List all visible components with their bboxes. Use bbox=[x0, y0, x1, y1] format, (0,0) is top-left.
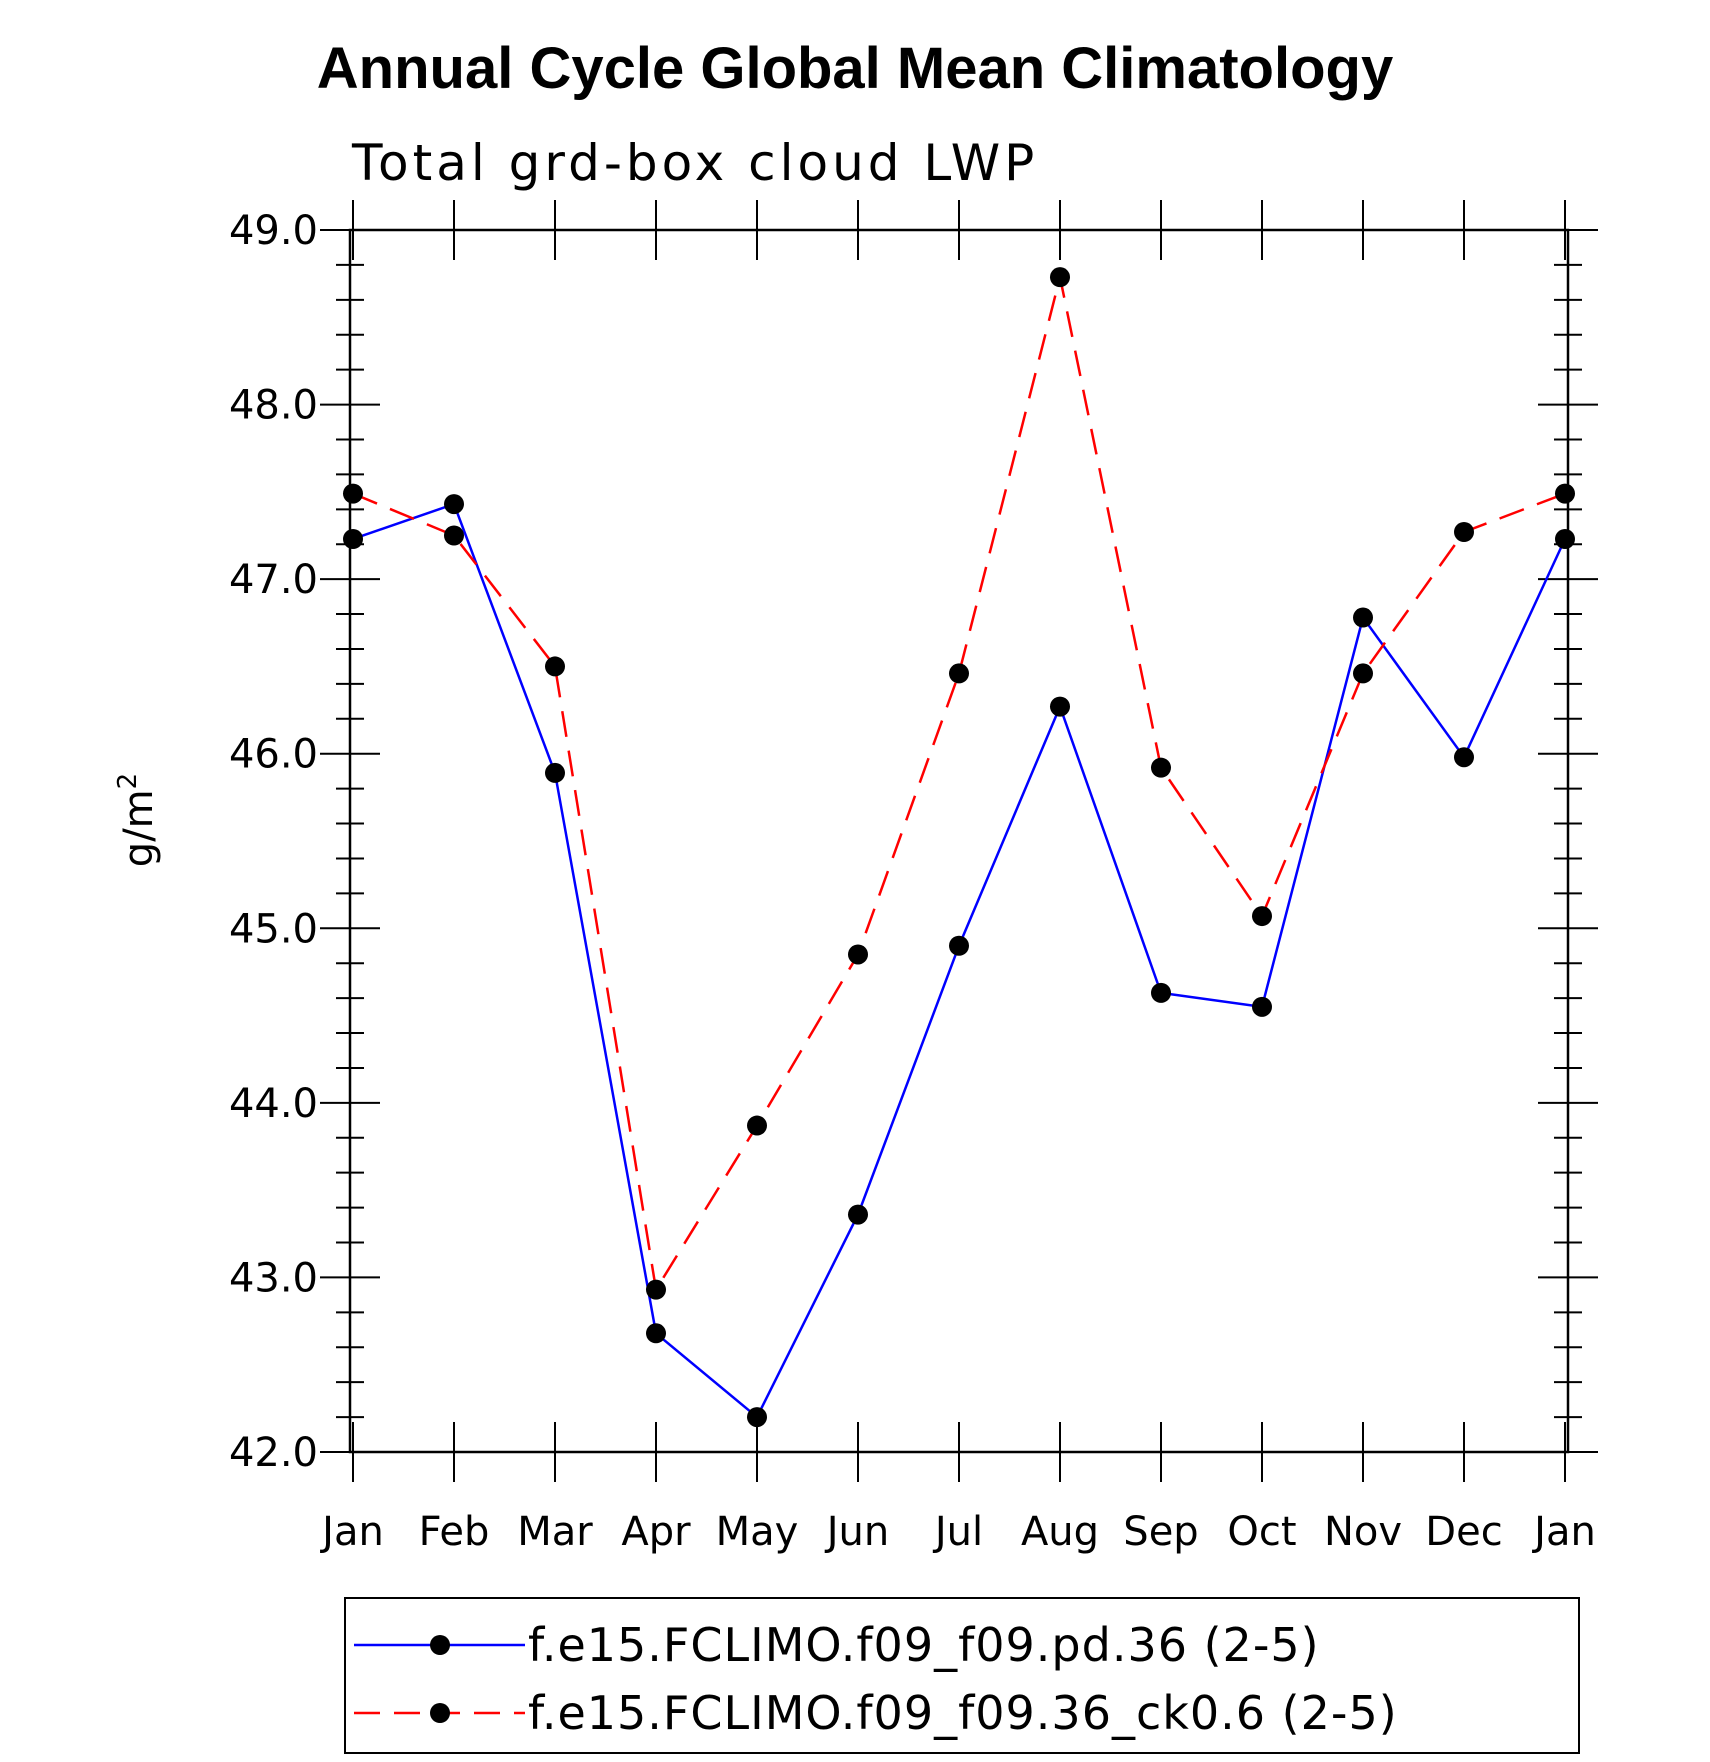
data-point-series-1 bbox=[1353, 607, 1373, 628]
y-tick-label: 44.0 bbox=[229, 1081, 318, 1127]
series-lines bbox=[352, 276, 1567, 1420]
series-line-2 bbox=[352, 276, 1566, 1294]
series-markers bbox=[343, 267, 1575, 1428]
data-point-series-2 bbox=[1050, 267, 1070, 288]
legend: f.e15.FCLIMO.f09_f09.pd.36 (2-5) f.e15.FC… bbox=[344, 1597, 1580, 1754]
x-tick-label: Feb bbox=[419, 1509, 490, 1555]
y-tick-label: 49.0 bbox=[229, 208, 318, 254]
data-point-series-1 bbox=[848, 1204, 868, 1225]
data-point-series-1 bbox=[949, 935, 969, 956]
y-tick-label: 46.0 bbox=[229, 732, 318, 778]
data-point-series-2 bbox=[1353, 663, 1373, 684]
y-tick-label: 45.0 bbox=[229, 906, 318, 952]
plot-frame bbox=[348, 228, 1570, 1454]
y-axis-label-superscript: 2 bbox=[113, 773, 143, 790]
x-tick-label: May bbox=[716, 1509, 799, 1555]
x-tick-label: Dec bbox=[1425, 1509, 1502, 1555]
data-point-series-2 bbox=[747, 1115, 767, 1136]
data-point-series-1 bbox=[1050, 696, 1070, 717]
y-axis-label-text: g/m bbox=[116, 789, 162, 867]
data-point-series-2 bbox=[444, 525, 464, 546]
data-point-series-1 bbox=[1151, 982, 1171, 1003]
y-tick-label: 42.0 bbox=[229, 1430, 318, 1476]
data-point-series-1 bbox=[444, 494, 464, 515]
x-tick-label: Jul bbox=[932, 1509, 983, 1555]
y-axis-label: g/m2 bbox=[113, 773, 162, 867]
data-point-series-1 bbox=[747, 1407, 767, 1428]
data-point-series-2 bbox=[1454, 522, 1474, 543]
y-tick-label: 43.0 bbox=[229, 1255, 318, 1301]
x-tick-labels: Jan Feb Mar Apr May Jun Jul Aug Sep Oct Nov Dec Jan bbox=[319, 1509, 1596, 1555]
x-tick-label: Mar bbox=[517, 1509, 593, 1555]
data-point-series-2 bbox=[343, 483, 363, 504]
y-tick-labels: 42.0 43.0 44.0 45.0 46.0 47.0 48.0 49.0 bbox=[229, 208, 318, 1476]
chart-subtitle: Total grd-box cloud LWP bbox=[351, 134, 1038, 192]
x-tick-label: Jan bbox=[1531, 1509, 1596, 1555]
data-point-series-1 bbox=[1454, 747, 1474, 768]
x-tick-label: Apr bbox=[621, 1509, 691, 1555]
x-tick-label: Jun bbox=[824, 1509, 890, 1555]
y-tick-label: 48.0 bbox=[229, 383, 318, 429]
chart-title: Annual Cycle Global Mean Climatology bbox=[317, 36, 1393, 101]
data-point-series-1 bbox=[343, 528, 363, 549]
x-tick-label: Sep bbox=[1123, 1509, 1198, 1555]
x-tick-label: Oct bbox=[1227, 1509, 1296, 1555]
data-point-series-2 bbox=[1252, 906, 1272, 927]
data-point-series-1 bbox=[646, 1323, 666, 1344]
data-point-series-2 bbox=[848, 944, 868, 965]
data-point-series-1 bbox=[1555, 528, 1575, 549]
axis-ticks bbox=[320, 200, 1598, 1482]
data-point-series-1 bbox=[1252, 996, 1272, 1017]
data-point-series-2 bbox=[545, 656, 565, 677]
data-point-series-2 bbox=[1151, 757, 1171, 778]
legend-label-2: f.e15.FCLIMO.f09_f09.36_ck0.6 (2-5) bbox=[528, 1686, 1398, 1740]
legend-box bbox=[344, 1597, 1580, 1754]
data-point-series-2 bbox=[646, 1279, 666, 1300]
x-tick-label: Jan bbox=[319, 1509, 384, 1555]
svg-text:g/m2: g/m2 bbox=[113, 773, 162, 867]
legend-marker-1 bbox=[430, 1635, 450, 1655]
legend-label-1: f.e15.FCLIMO.f09_f09.pd.36 (2-5) bbox=[528, 1618, 1320, 1672]
x-tick-label: Nov bbox=[1324, 1509, 1402, 1555]
data-point-series-2 bbox=[949, 663, 969, 684]
legend-marker-2 bbox=[430, 1703, 450, 1723]
data-point-series-1 bbox=[545, 762, 565, 783]
data-point-series-2 bbox=[1555, 483, 1575, 504]
y-tick-label: 47.0 bbox=[229, 557, 318, 603]
x-tick-label: Aug bbox=[1021, 1509, 1099, 1555]
